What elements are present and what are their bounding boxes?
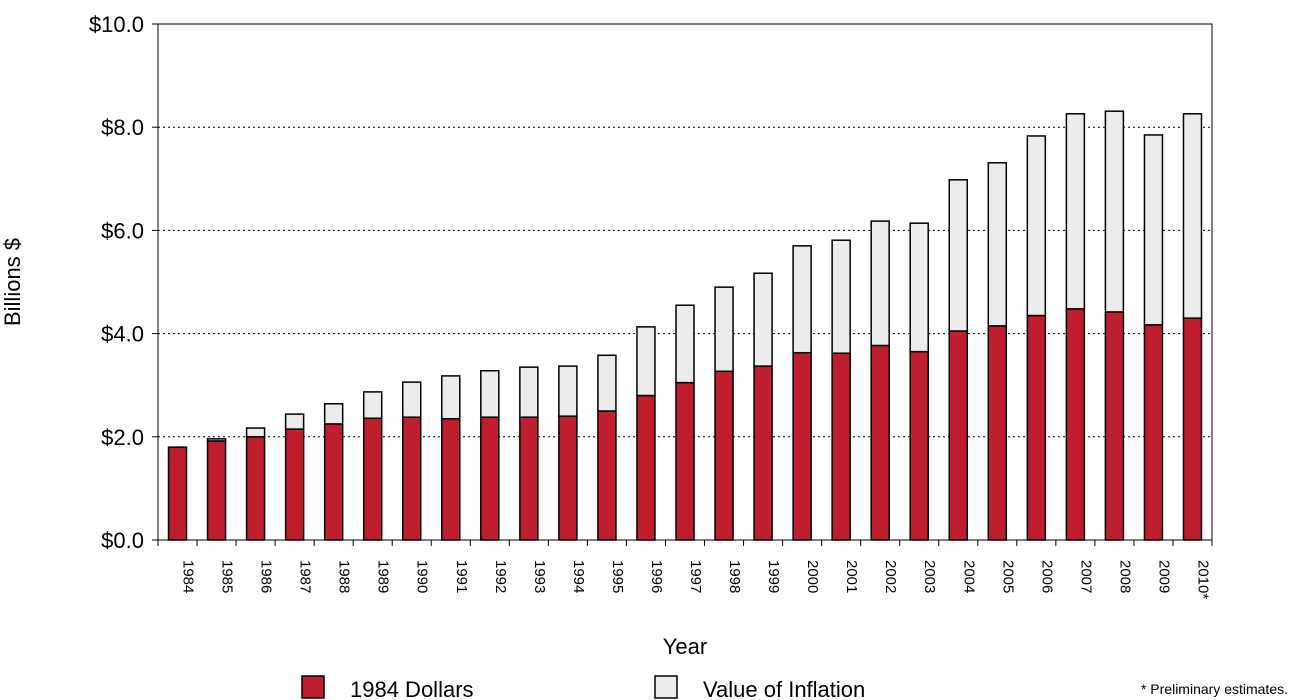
bar-segment	[753, 272, 773, 367]
bar-segment	[1065, 308, 1086, 541]
x-tick-label: 2006	[1038, 560, 1055, 593]
x-tick-label: 1991	[453, 560, 470, 593]
x-tick-label: 2002	[882, 560, 899, 593]
bar-segment	[558, 415, 578, 541]
bar-segment	[1182, 317, 1203, 541]
x-tick-label: 1987	[297, 560, 314, 593]
footnote: * Preliminary estimates.	[1141, 681, 1288, 697]
bar-segment	[323, 403, 344, 425]
y-tick-label: $8.0	[101, 115, 144, 140]
x-tick-label: 2010*	[1194, 560, 1211, 599]
y-tick-label: $4.0	[101, 322, 144, 347]
x-tick-label: 1995	[609, 560, 626, 593]
x-tick-label: 2001	[843, 560, 860, 593]
legend-label: 1984 Dollars	[350, 677, 474, 700]
legend-label: Value of Inflation	[703, 677, 865, 700]
x-axis-label: Year	[663, 634, 707, 659]
bar-segment	[948, 330, 969, 541]
x-tick-label: 2008	[1116, 560, 1133, 593]
y-tick-label: $0.0	[101, 528, 144, 553]
bar-segment	[636, 326, 656, 397]
x-tick-label: 1993	[531, 560, 548, 593]
x-tick-label: 1994	[570, 560, 587, 593]
x-tick-label: 1996	[648, 560, 665, 593]
bar-segment	[441, 375, 461, 420]
bar-segment	[870, 220, 890, 347]
bar-segment	[1182, 113, 1203, 319]
bar-segment	[870, 344, 890, 541]
bar-segment	[245, 436, 266, 541]
bar-segment	[323, 423, 344, 541]
bar-segment	[1104, 311, 1125, 541]
bar-segment	[362, 417, 383, 541]
bar-segment	[206, 440, 227, 541]
bar-segment	[441, 417, 461, 541]
y-axis-label: Billions $	[0, 238, 25, 326]
bar-segment	[245, 427, 266, 438]
bar-segment	[909, 350, 929, 541]
x-tick-label: 1989	[375, 560, 392, 593]
x-tick-label: 2009	[1155, 560, 1172, 593]
legend-swatch	[301, 675, 325, 699]
y-tick-label: $2.0	[101, 425, 144, 450]
x-tick-label: 2005	[999, 560, 1016, 593]
bar-segment	[480, 416, 500, 541]
bar-segment	[480, 370, 500, 418]
x-tick-label: 1999	[765, 560, 782, 593]
x-tick-label: 1986	[258, 560, 275, 593]
x-tick-label: 1984	[180, 560, 197, 593]
bar-segment	[831, 352, 851, 541]
bar-segment	[1143, 134, 1164, 326]
bar-segment	[636, 394, 656, 541]
x-tick-label: 2007	[1077, 560, 1094, 593]
x-tick-label: 1988	[336, 560, 353, 593]
bar-segment	[987, 162, 1008, 327]
bar-segment	[401, 381, 422, 418]
x-tick-label: 1990	[414, 560, 431, 593]
bar-segment	[284, 413, 305, 430]
bar-segment	[206, 438, 227, 442]
bar-segment	[519, 366, 539, 418]
bar-segment	[1026, 135, 1047, 317]
bar-segment	[714, 286, 734, 373]
bar-segment	[909, 222, 929, 353]
x-tick-label: 2003	[921, 560, 938, 593]
y-tick-label: $10.0	[89, 12, 144, 37]
x-tick-label: 1992	[492, 560, 509, 593]
bar-segment	[1065, 113, 1086, 310]
bar-segment	[948, 179, 969, 332]
bar-segment	[519, 416, 539, 541]
x-tick-label: 1997	[687, 560, 704, 593]
legend-swatch	[654, 675, 678, 699]
bar-segment	[987, 325, 1008, 541]
bar-segment	[1143, 324, 1164, 541]
bar-segment	[362, 391, 383, 419]
x-tick-label: 2004	[960, 560, 977, 593]
bar-segment	[675, 304, 695, 384]
x-tick-label: 2000	[804, 560, 821, 593]
bar-segment	[597, 410, 617, 541]
bar-segment	[558, 365, 578, 417]
bar-segment	[1026, 314, 1047, 541]
bar-segment	[831, 239, 851, 354]
bar-segment	[167, 446, 188, 541]
y-tick-label: $6.0	[101, 218, 144, 243]
bar-segment	[792, 351, 812, 541]
bar-segment	[1104, 110, 1125, 313]
bar-segment	[792, 245, 812, 354]
bar-segment	[284, 428, 305, 541]
x-tick-label: 1998	[726, 560, 743, 593]
x-tick-label: 1985	[219, 560, 236, 593]
bar-segment	[714, 370, 734, 541]
bar-segment	[401, 416, 422, 541]
bar-segment	[753, 365, 773, 541]
bar-segment	[597, 354, 617, 412]
bar-segment	[675, 381, 695, 541]
